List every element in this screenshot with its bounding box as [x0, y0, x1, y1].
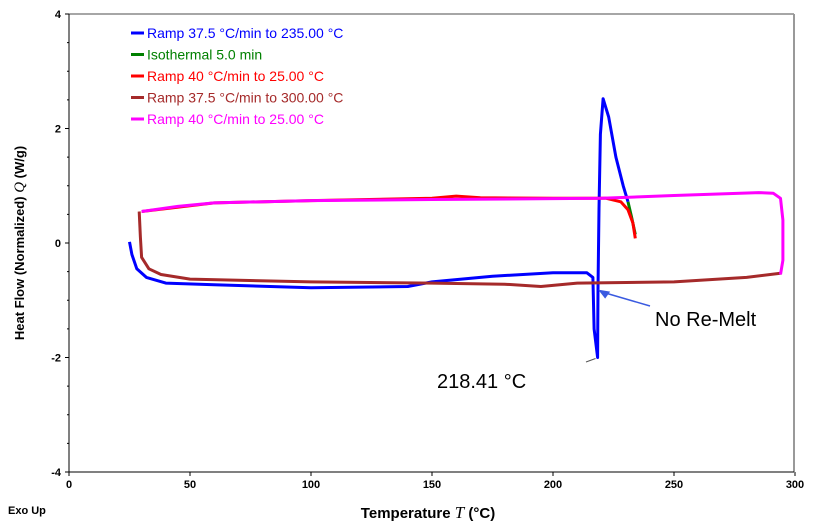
- x-tick-label: 250: [665, 479, 683, 491]
- x-tick-label: 150: [423, 479, 441, 491]
- annotation-no-remelt: No Re-Melt: [655, 309, 757, 331]
- x-tick-label: 300: [786, 479, 804, 491]
- no-remelt-arrow: [603, 291, 651, 307]
- legend-entry: Isothermal 5.0 min: [147, 47, 262, 63]
- legend-entry: Ramp 37.5 °C/min to 235.00 °C: [147, 25, 343, 41]
- legend-entry: Ramp 37.5 °C/min to 300.00 °C: [147, 90, 343, 106]
- series-line-3: [137, 211, 781, 288]
- y-tick-label: -4: [51, 467, 62, 479]
- x-tick-label: 0: [66, 479, 72, 491]
- x-tick-label: 100: [302, 479, 320, 491]
- x-tick-label: 200: [544, 479, 562, 491]
- y-tick-label: 0: [55, 238, 61, 250]
- series-line-4: [141, 191, 785, 275]
- exo-up-label: Exo Up: [8, 505, 46, 517]
- y-axis-label: Heat Flow (Normalized) Q (W/g): [12, 146, 28, 340]
- y-tick-label: 2: [55, 124, 61, 136]
- x-tick-label: 50: [184, 479, 196, 491]
- y-tick-label: -2: [51, 353, 61, 365]
- arrowhead-icon: [598, 289, 611, 299]
- annotation-peak-temp: 218.41 °C: [437, 371, 526, 393]
- y-tick-label: 4: [55, 9, 62, 21]
- series-line-0: [128, 97, 630, 359]
- peak-arrow: [585, 358, 596, 363]
- legend-entry: Ramp 40 °C/min to 25.00 °C: [147, 111, 324, 127]
- legend-entry: Ramp 40 °C/min to 25.00 °C: [147, 68, 324, 84]
- x-axis-label: Temperature T (°C): [361, 503, 495, 522]
- plot-area: [69, 14, 794, 472]
